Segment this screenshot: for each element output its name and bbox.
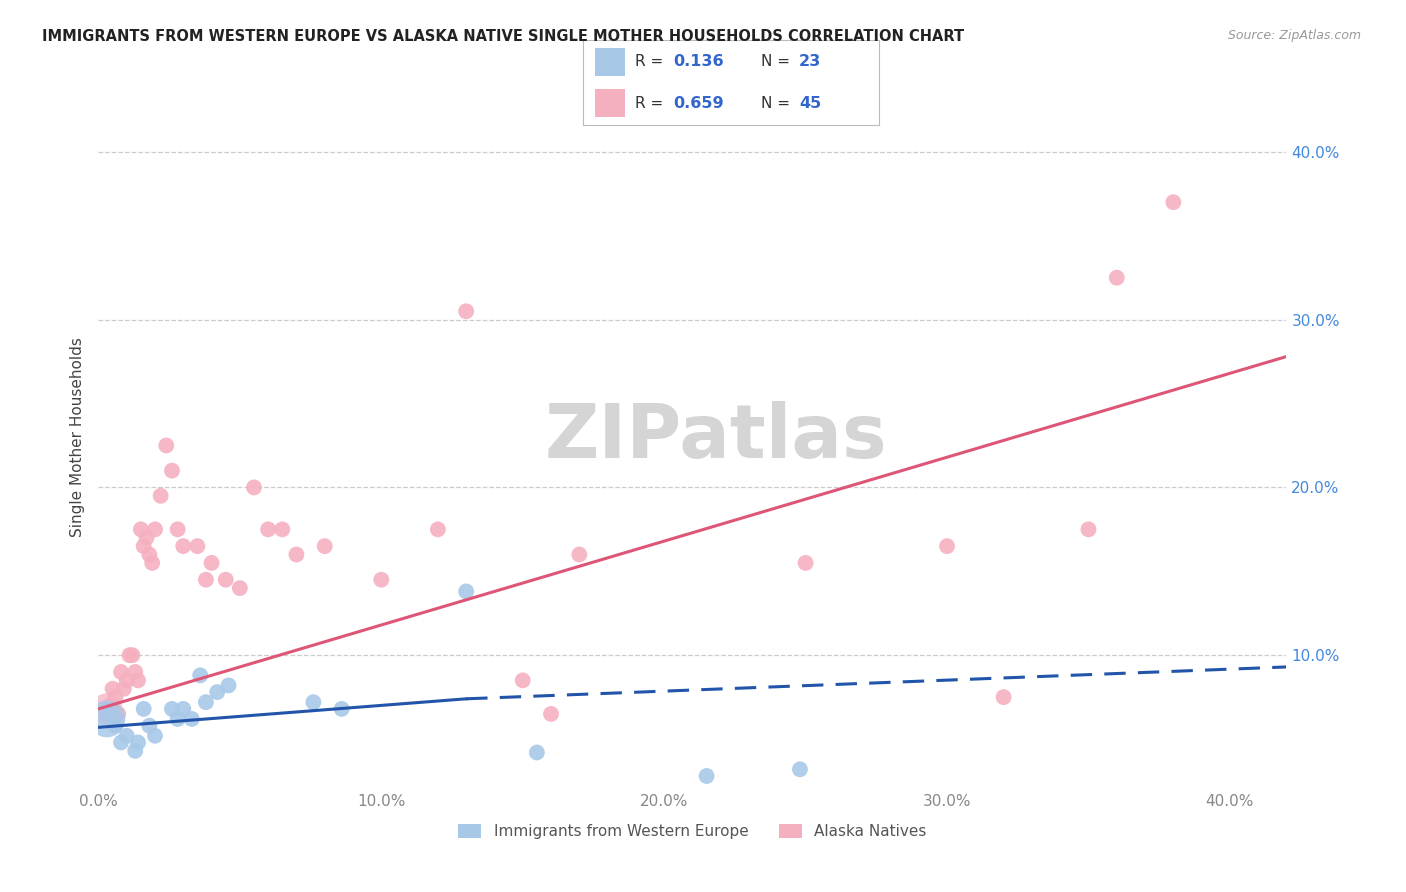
Text: 45: 45 xyxy=(799,95,821,111)
Point xyxy=(132,702,155,716)
Point xyxy=(124,665,146,679)
Point xyxy=(172,539,194,553)
Point xyxy=(370,573,392,587)
Point xyxy=(143,729,166,743)
Text: 23: 23 xyxy=(799,54,821,70)
Point xyxy=(456,584,478,599)
Point xyxy=(115,729,138,743)
Bar xyxy=(595,89,624,117)
Point xyxy=(110,665,132,679)
Point xyxy=(180,712,202,726)
Point xyxy=(138,548,160,562)
Point xyxy=(149,489,172,503)
Point xyxy=(143,522,166,536)
Point xyxy=(96,706,118,721)
Point xyxy=(127,735,149,749)
Point xyxy=(112,681,135,696)
Point xyxy=(188,668,211,682)
Point xyxy=(456,304,478,318)
Point xyxy=(285,548,308,562)
Point xyxy=(121,648,143,663)
Point xyxy=(993,690,1015,705)
Point xyxy=(936,539,959,553)
Text: R =: R = xyxy=(636,95,664,111)
Point xyxy=(215,573,238,587)
Point xyxy=(526,746,548,760)
Text: N =: N = xyxy=(761,95,790,111)
Point xyxy=(540,706,562,721)
Point xyxy=(330,702,353,716)
Point xyxy=(124,744,146,758)
Point xyxy=(104,719,127,733)
Point xyxy=(101,681,124,696)
Point xyxy=(110,735,132,749)
Point xyxy=(568,548,591,562)
Text: 0.659: 0.659 xyxy=(673,95,724,111)
Point xyxy=(1077,522,1099,536)
Point xyxy=(512,673,534,688)
Text: R =: R = xyxy=(636,54,664,70)
Y-axis label: Single Mother Households: Single Mother Households xyxy=(69,337,84,537)
Text: IMMIGRANTS FROM WESTERN EUROPE VS ALASKA NATIVE SINGLE MOTHER HOUSEHOLDS CORRELA: IMMIGRANTS FROM WESTERN EUROPE VS ALASKA… xyxy=(42,29,965,44)
Point xyxy=(271,522,294,536)
Point xyxy=(107,706,129,721)
Point xyxy=(141,556,163,570)
Point xyxy=(194,573,217,587)
Point xyxy=(229,581,252,595)
Point xyxy=(426,522,449,536)
Text: Source: ZipAtlas.com: Source: ZipAtlas.com xyxy=(1227,29,1361,42)
Point xyxy=(155,438,177,452)
Point xyxy=(98,698,121,713)
Text: N =: N = xyxy=(761,54,790,70)
Point xyxy=(194,695,217,709)
Point xyxy=(127,673,149,688)
Point xyxy=(218,678,240,692)
Legend: Immigrants from Western Europe, Alaska Natives: Immigrants from Western Europe, Alaska N… xyxy=(453,818,932,846)
Point xyxy=(172,702,194,716)
Point xyxy=(789,762,811,776)
Point xyxy=(314,539,336,553)
Point xyxy=(1105,270,1128,285)
Point xyxy=(166,712,188,726)
Point xyxy=(160,464,183,478)
Point xyxy=(794,556,817,570)
Point xyxy=(118,648,141,663)
Point xyxy=(200,556,222,570)
Point xyxy=(96,702,118,716)
Point xyxy=(132,539,155,553)
Point xyxy=(115,673,138,688)
Point xyxy=(160,702,183,716)
Point xyxy=(104,690,127,705)
Point xyxy=(186,539,208,553)
Text: 0.136: 0.136 xyxy=(673,54,724,70)
Point xyxy=(257,522,280,536)
Point xyxy=(138,719,160,733)
Point xyxy=(1163,195,1185,210)
Point xyxy=(129,522,152,536)
Point xyxy=(135,531,157,545)
Point xyxy=(207,685,229,699)
Point xyxy=(98,708,121,723)
Point xyxy=(166,522,188,536)
Point xyxy=(302,695,325,709)
Bar xyxy=(595,48,624,76)
Point xyxy=(243,480,266,494)
Point xyxy=(96,712,118,726)
Point xyxy=(696,769,718,783)
Text: ZIPatlas: ZIPatlas xyxy=(546,401,887,474)
